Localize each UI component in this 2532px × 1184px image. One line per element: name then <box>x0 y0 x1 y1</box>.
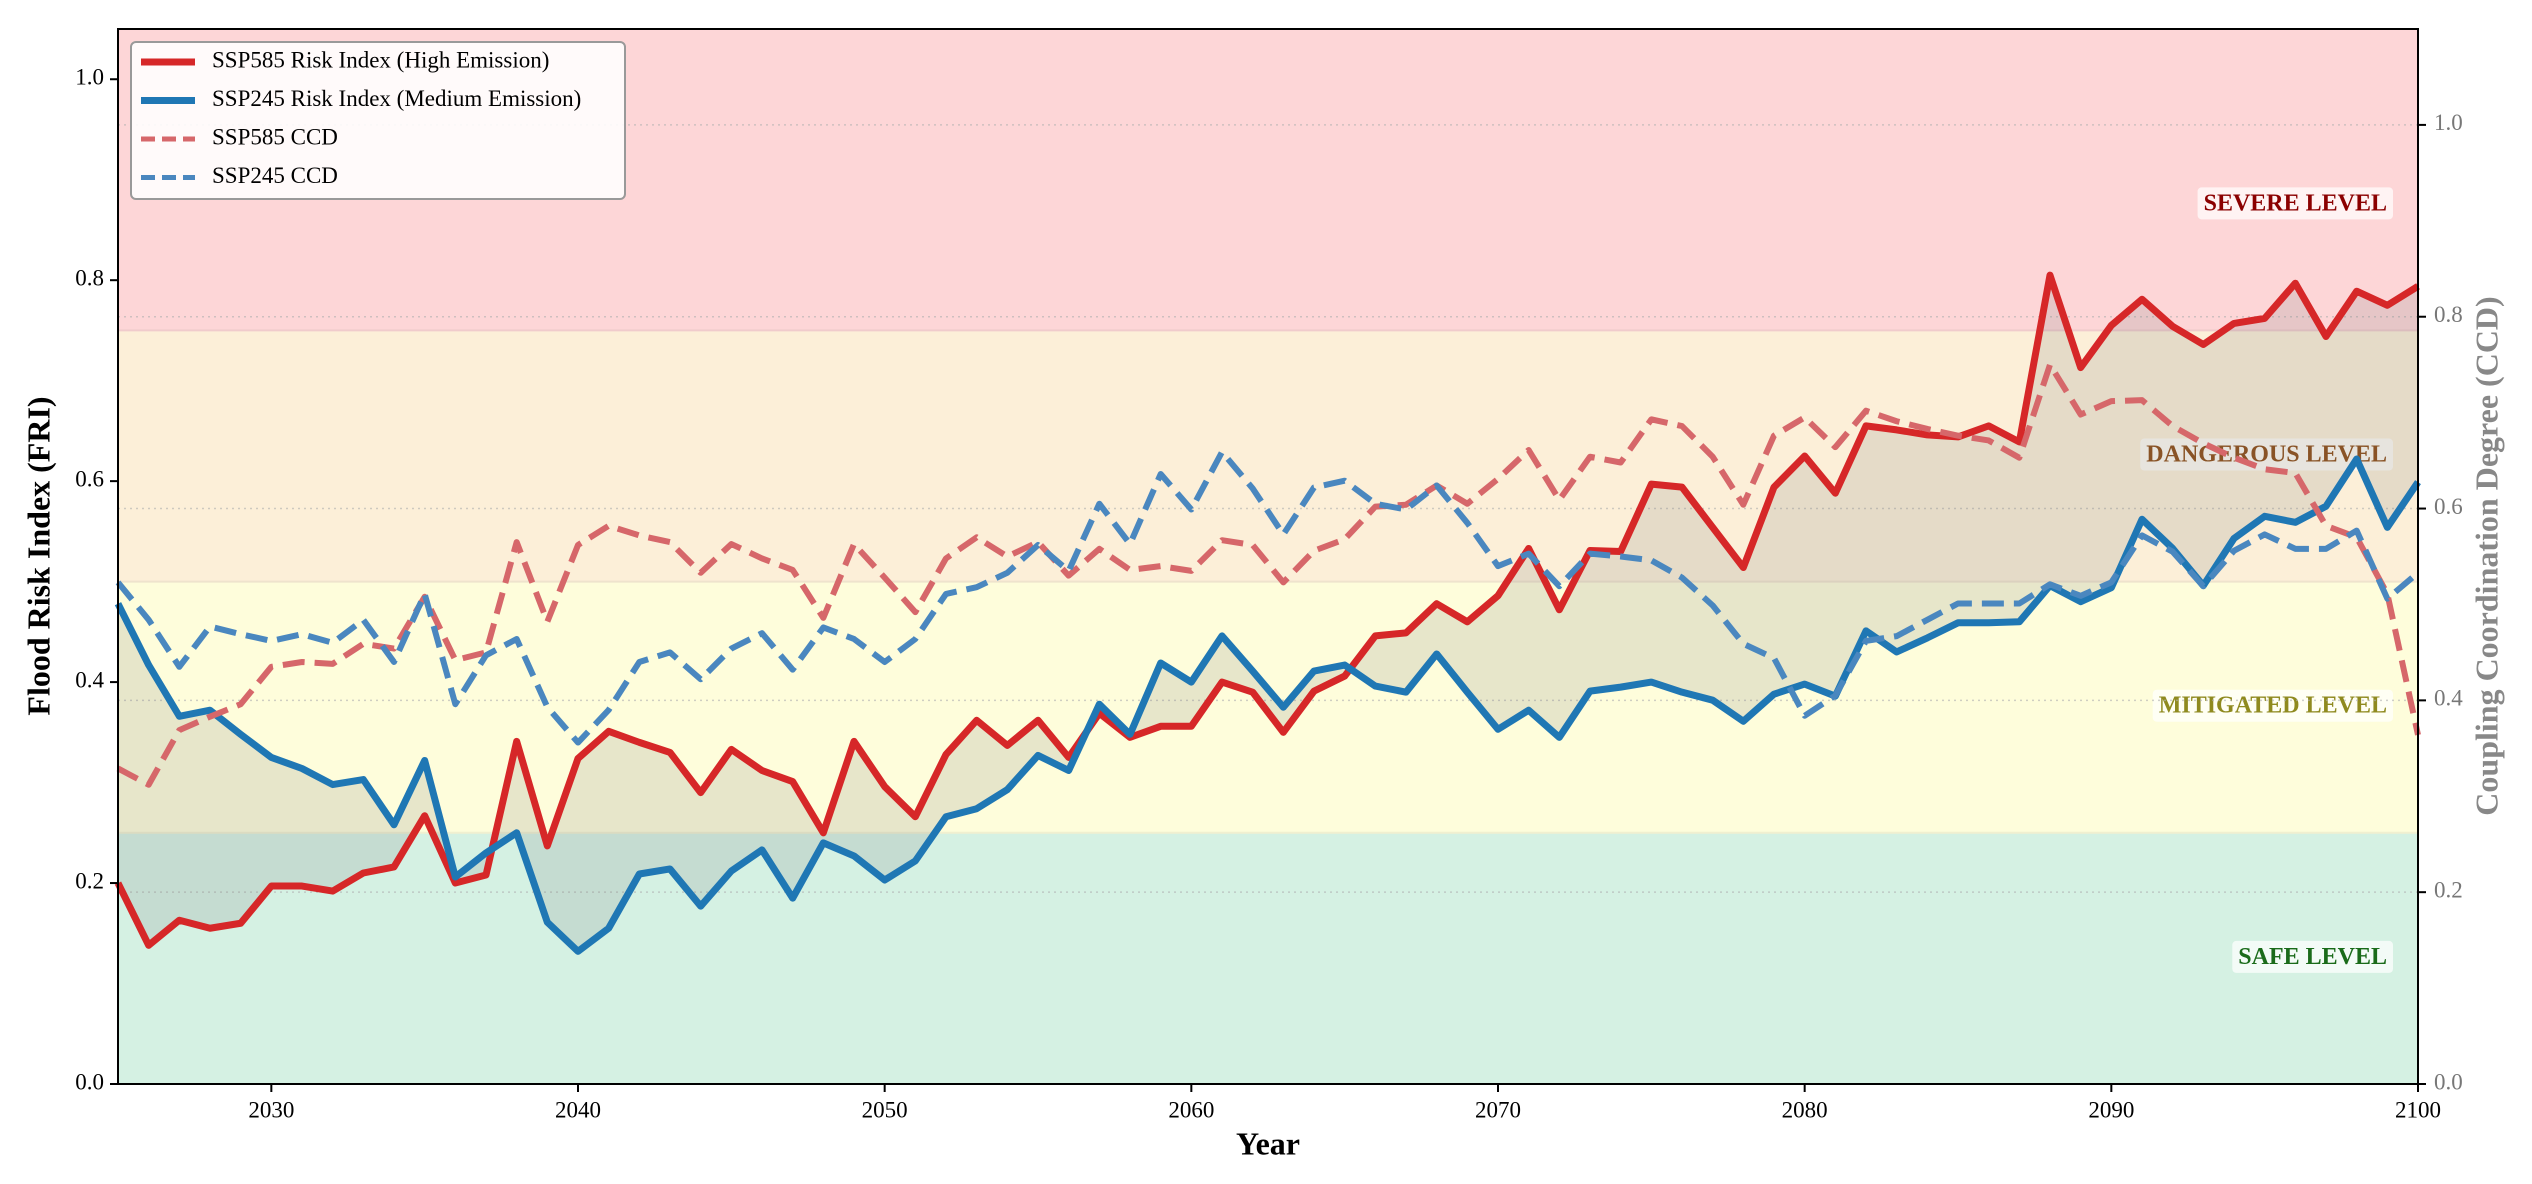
band-label-bg <box>2232 940 2393 973</box>
y-tick-label: 0.6 <box>75 466 104 491</box>
legend-label: SSP585 CCD <box>212 124 338 149</box>
y-tick-label: 1.0 <box>75 65 104 90</box>
x-tick-label: 2090 <box>2088 1097 2134 1122</box>
risk-line <box>114 271 2420 949</box>
x-tick-label: 2080 <box>1782 1097 1828 1122</box>
fill-layer <box>118 275 2418 952</box>
legend-label: SSP245 Risk Index (Medium Emission) <box>212 86 581 111</box>
gap-fill <box>118 275 2418 952</box>
band-label-bg <box>2197 187 2393 220</box>
y2-tick-label: 1.0 <box>2434 110 2463 135</box>
y-tick-label: 0.2 <box>75 868 104 893</box>
x-tick-label: 2040 <box>555 1097 601 1122</box>
y-tick-label: 0.0 <box>75 1069 104 1094</box>
x-tick-label: 2030 <box>248 1097 294 1122</box>
x-tick-label: 2100 <box>2395 1097 2441 1122</box>
band-label: SEVERE LEVEL <box>2204 190 2387 216</box>
legend-label: SSP585 Risk Index (High Emission) <box>212 47 549 72</box>
band-label: MITIGATED LEVEL <box>2159 693 2387 719</box>
y2-tick-label: 0.2 <box>2434 877 2463 902</box>
risk-line <box>114 455 2421 955</box>
x-tick-label: 2070 <box>1475 1097 1521 1122</box>
y2-tick-label: 0.8 <box>2434 302 2463 327</box>
x-tick-label: 2050 <box>862 1097 908 1122</box>
band-label: SAFE LEVEL <box>2238 944 2387 970</box>
y2-tick-label: 0.4 <box>2434 686 2463 711</box>
plot-frame <box>117 28 2419 1085</box>
y-axis-title: Flood Risk Index (FRI) <box>20 396 56 715</box>
y2-tick-label: 0.0 <box>2434 1069 2463 1094</box>
x-tick-label: 2060 <box>1168 1097 1214 1122</box>
y2-axis-title: Coupling Coordination Degree (CCD) <box>2468 296 2504 815</box>
band-label-bg <box>2152 689 2393 722</box>
band-label-bg <box>2140 438 2393 471</box>
legend: SSP585 Risk Index (High Emission) SSP245 … <box>130 41 626 200</box>
y2-tick-label: 0.6 <box>2434 494 2463 519</box>
ccd-line <box>116 361 2421 788</box>
y-tick-label: 0.8 <box>75 265 104 290</box>
lines <box>114 271 2421 955</box>
legend-box <box>130 41 626 200</box>
axes: 2030 2040 2050 2060 2070 2080 2090 2100 0.0 0.2 0.… <box>75 28 2463 1122</box>
risk-band <box>118 832 2418 1084</box>
band-label: DANGEROUS LEVEL <box>2146 442 2387 468</box>
y-tick-label: 0.4 <box>75 667 104 692</box>
ccd-line <box>115 448 2420 746</box>
x-axis-title: Year <box>1236 1125 1300 1161</box>
legend-label: SSP245 CCD <box>212 163 338 188</box>
